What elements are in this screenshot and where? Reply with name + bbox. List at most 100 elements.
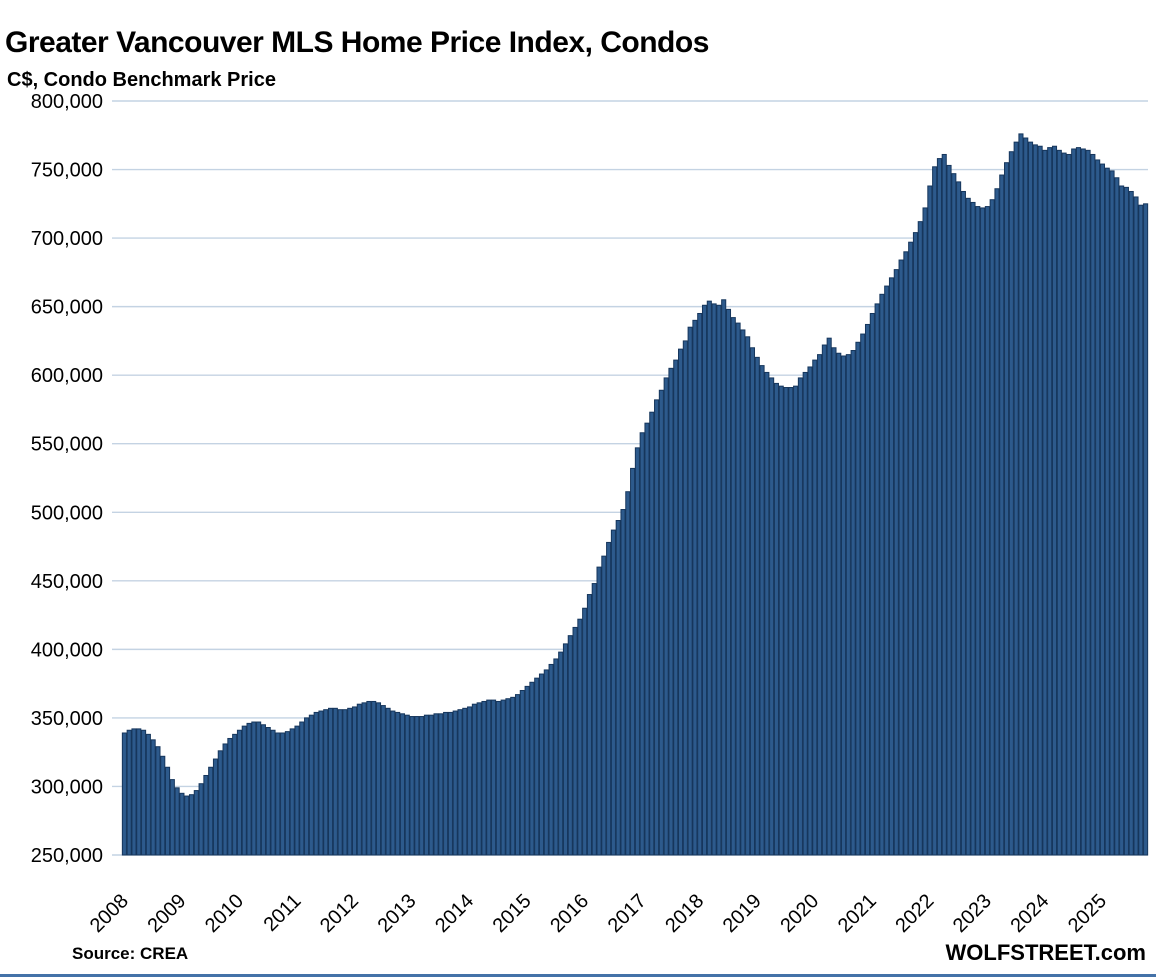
bar	[596, 566, 602, 856]
source-note: Source: CREA	[72, 944, 189, 963]
bar	[351, 706, 358, 856]
bar	[754, 356, 760, 856]
x-tick-label: 2024	[1006, 890, 1053, 937]
bar	[615, 520, 621, 856]
bar	[984, 206, 990, 856]
bar	[390, 710, 396, 856]
bar	[375, 702, 382, 856]
bar	[246, 722, 252, 856]
bars-series	[121, 133, 1149, 856]
bar	[313, 711, 319, 856]
bar	[946, 164, 952, 856]
bar	[500, 699, 506, 856]
bar	[304, 717, 310, 856]
bar	[864, 323, 871, 856]
bar	[174, 787, 180, 856]
bar	[476, 702, 482, 856]
bar	[491, 699, 497, 856]
bar	[184, 795, 190, 856]
x-tick-label: 2016	[546, 890, 593, 937]
bar	[1128, 190, 1134, 856]
bar	[1013, 141, 1019, 856]
bar	[1109, 170, 1115, 856]
bar	[740, 329, 746, 856]
bar	[332, 707, 338, 856]
bar	[179, 792, 185, 856]
y-tick-label: 350,000	[31, 708, 103, 730]
bar	[1114, 177, 1120, 856]
bar	[155, 746, 161, 856]
bar	[265, 727, 271, 856]
bar	[399, 713, 406, 856]
bar	[543, 669, 549, 856]
bar	[395, 711, 401, 856]
bottom-rule	[0, 974, 1156, 977]
bar	[141, 729, 147, 856]
bar	[1004, 162, 1010, 856]
bar	[898, 259, 904, 856]
bar	[486, 699, 492, 856]
bar	[217, 750, 223, 856]
bar	[668, 367, 674, 856]
bar	[692, 319, 698, 856]
bar	[558, 651, 564, 856]
bar	[538, 673, 545, 856]
x-tick-label: 2023	[949, 890, 996, 937]
bar	[284, 731, 290, 856]
bar	[807, 366, 813, 856]
bar	[1032, 144, 1038, 856]
bar	[510, 696, 516, 856]
bar	[567, 635, 573, 856]
bar	[831, 347, 837, 856]
bar	[519, 689, 525, 856]
bar	[625, 491, 631, 856]
bar	[529, 681, 535, 856]
bar	[1008, 151, 1014, 856]
bar	[941, 153, 947, 856]
bar	[797, 377, 803, 856]
bar	[361, 702, 367, 856]
bar	[936, 158, 942, 856]
x-tick-label: 2017	[604, 890, 651, 937]
bar	[438, 713, 444, 856]
bar	[145, 733, 151, 856]
bar	[121, 732, 127, 856]
bar	[1138, 204, 1144, 856]
bar	[270, 729, 276, 856]
chart-canvas: 800,000 750,000 700,000 650,000 600,000 550,0…	[31, 91, 1149, 937]
bar	[136, 728, 142, 856]
x-tick-label: 2010	[201, 890, 248, 937]
bar	[725, 308, 732, 856]
bar	[256, 721, 262, 856]
bar	[371, 700, 377, 856]
bar	[1071, 148, 1077, 856]
bar	[1075, 147, 1082, 856]
x-tick-label: 2025	[1064, 890, 1111, 937]
bar	[850, 350, 856, 856]
x-tick-label: 2008	[86, 890, 133, 937]
bar	[1080, 148, 1086, 856]
bar	[280, 732, 286, 856]
bar	[534, 677, 540, 856]
bar	[783, 387, 789, 856]
bar	[817, 354, 823, 856]
bar	[299, 721, 305, 856]
x-tick-label: 2014	[431, 890, 478, 937]
y-tick-label: 500,000	[31, 502, 103, 524]
bar	[572, 626, 578, 856]
price-chart: 800,000 750,000 700,000 650,000 600,000 550,0…	[31, 91, 1149, 937]
bar	[658, 389, 664, 856]
bar	[759, 365, 765, 856]
bar	[1051, 145, 1058, 856]
bar	[356, 703, 362, 856]
bar	[663, 377, 669, 856]
bar	[126, 729, 132, 856]
bar	[275, 732, 281, 856]
bar	[208, 766, 214, 856]
bar	[1119, 185, 1125, 856]
bar	[260, 724, 266, 856]
bar	[577, 618, 583, 856]
bar	[562, 643, 569, 856]
bar	[150, 739, 156, 856]
bar	[951, 173, 957, 856]
